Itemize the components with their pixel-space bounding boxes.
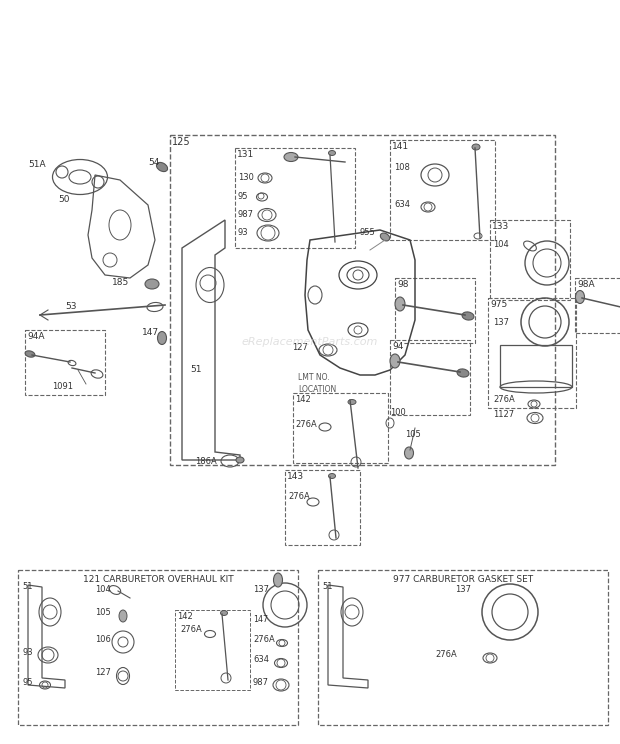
Text: 955: 955 [360,228,376,237]
Text: eReplacementParts.com: eReplacementParts.com [242,337,378,347]
Bar [390,140,495,240]
Text: 127: 127 [95,668,111,677]
Text: 131: 131 [237,150,254,159]
Text: 50: 50 [58,195,69,204]
Text: 125: 125 [172,137,190,147]
Text: 105: 105 [95,608,111,617]
Bar [395,278,475,343]
Bar [235,148,355,248]
Ellipse shape [575,290,585,304]
Ellipse shape [404,447,414,459]
Text: 54: 54 [148,158,159,167]
Text: 51A: 51A [28,160,46,169]
Ellipse shape [390,354,400,368]
Text: 137: 137 [493,318,509,327]
Ellipse shape [329,150,335,155]
Text: 51: 51 [322,582,332,591]
Text: 130: 130 [238,173,254,182]
Text: 143: 143 [287,472,304,481]
Ellipse shape [221,611,228,615]
Text: 133: 133 [492,222,509,231]
Bar [175,610,250,690]
Text: 105: 105 [405,430,421,439]
Ellipse shape [145,279,159,289]
Text: 276A: 276A [253,635,275,644]
Text: 142: 142 [295,395,311,404]
Ellipse shape [157,332,167,344]
Text: 186A: 186A [195,457,217,466]
Text: 95: 95 [22,678,32,687]
Text: 106: 106 [95,635,111,644]
Text: 276A: 276A [295,420,317,429]
Text: 1127: 1127 [493,410,514,419]
Text: 94A: 94A [27,332,45,341]
Text: 100: 100 [390,408,405,417]
Text: 93: 93 [238,228,249,237]
Text: 634: 634 [253,655,269,664]
Text: 137: 137 [455,585,471,594]
Text: 104: 104 [493,240,509,249]
Text: 147: 147 [253,615,268,624]
Text: 127: 127 [292,343,308,352]
Text: 987: 987 [253,678,269,687]
Text: 977 CARBURETOR GASKET SET: 977 CARBURETOR GASKET SET [393,575,533,584]
Text: 53: 53 [65,302,76,311]
Ellipse shape [348,400,356,405]
Text: 975: 975 [490,300,507,309]
Text: 185: 185 [112,278,129,287]
Bar [490,220,570,300]
Ellipse shape [380,233,390,241]
Ellipse shape [462,312,474,320]
Bar [18,570,298,725]
Ellipse shape [119,610,127,622]
Text: 108: 108 [394,163,410,172]
Bar [500,345,572,387]
Text: 51: 51 [22,582,32,591]
Bar [390,340,470,415]
Text: 276A: 276A [435,650,457,659]
Text: 276A: 276A [180,625,202,634]
Text: 634: 634 [394,200,410,209]
Text: 987: 987 [238,210,254,219]
Text: 95: 95 [238,192,249,201]
Bar [575,278,620,333]
Ellipse shape [273,573,283,587]
Text: LMT NO.: LMT NO. [298,373,330,382]
Bar [293,393,388,463]
Ellipse shape [395,297,405,311]
Text: 276A: 276A [493,395,515,404]
Ellipse shape [156,162,167,172]
Text: 121 CARBURETOR OVERHAUL KIT: 121 CARBURETOR OVERHAUL KIT [82,575,233,584]
Bar [318,570,608,725]
Ellipse shape [236,457,244,463]
Text: 1091: 1091 [52,382,73,391]
Ellipse shape [329,473,335,478]
Text: LOCATION: LOCATION [298,385,336,394]
Text: 137: 137 [253,585,269,594]
Ellipse shape [457,369,469,377]
Text: 142: 142 [177,612,193,621]
Ellipse shape [284,153,298,161]
Text: 94: 94 [392,342,404,351]
Text: 98: 98 [397,280,409,289]
Bar [285,470,360,545]
Ellipse shape [472,144,480,150]
Text: 141: 141 [392,142,409,151]
Text: 98A: 98A [577,280,595,289]
Bar [170,135,555,465]
Bar [25,330,105,395]
Ellipse shape [25,351,35,357]
Text: 276A: 276A [288,492,310,501]
Bar [488,298,576,408]
Text: 147: 147 [142,328,159,337]
Text: 104: 104 [95,585,111,594]
Text: 51: 51 [190,365,202,374]
Text: 93: 93 [22,648,33,657]
